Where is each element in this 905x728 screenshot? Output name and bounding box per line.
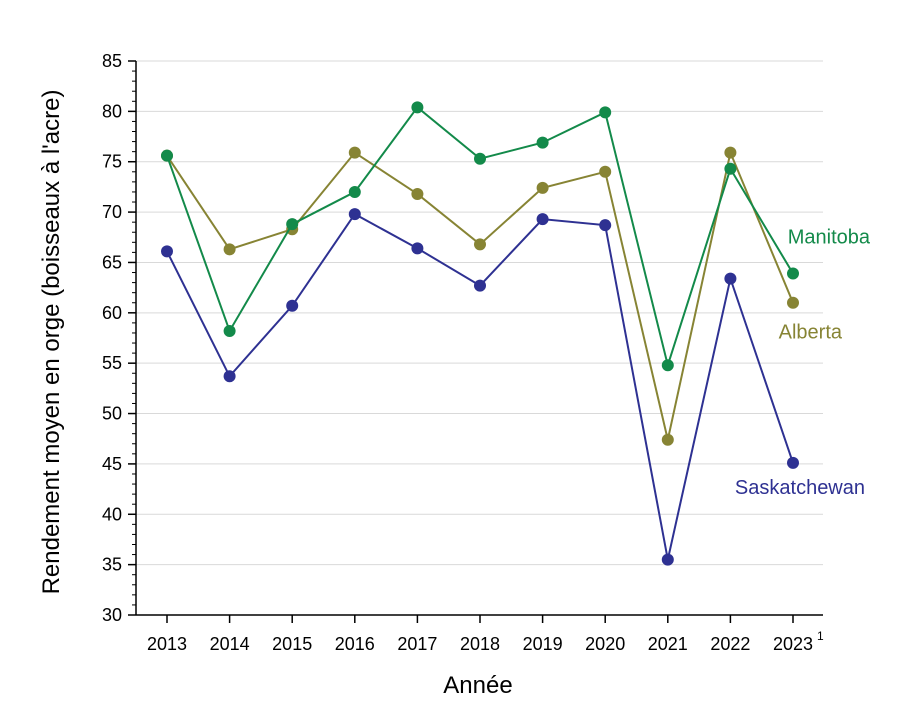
x-tick-label-2013: 2013 bbox=[147, 634, 187, 654]
data-point-alberta-2014 bbox=[223, 243, 236, 256]
x-tick-label-2017: 2017 bbox=[397, 634, 437, 654]
data-point-manitoba-2020 bbox=[599, 106, 612, 119]
data-point-manitoba-2022 bbox=[724, 162, 737, 175]
y-tick-label-30: 30 bbox=[102, 605, 122, 625]
x-tick-footnote: 1 bbox=[817, 629, 824, 643]
x-tick-label-2023: 2023 bbox=[773, 634, 813, 654]
tick-labels: 30 35 40 45 50 55 60 65 70 75 80 85 2013 2014 2015 2016… bbox=[102, 51, 824, 654]
x-tick-label-2018: 2018 bbox=[460, 634, 500, 654]
data-point-saskatchewan-2023 bbox=[787, 456, 799, 469]
data-point-saskatchewan-2018 bbox=[474, 279, 486, 292]
y-axis-title: Rendement moyen en orge (boisseaux à l'a… bbox=[38, 90, 65, 595]
data-point-manitoba-2018 bbox=[474, 152, 486, 165]
x-tick-label-2019: 2019 bbox=[523, 634, 563, 654]
data-point-saskatchewan-2017 bbox=[411, 242, 424, 255]
data-point-manitoba-2013 bbox=[161, 149, 173, 162]
data-point-saskatchewan-2021 bbox=[661, 553, 674, 566]
data-point-saskatchewan-2019 bbox=[536, 213, 549, 226]
data-point-alberta-2021 bbox=[661, 433, 674, 446]
x-tick-label-2014: 2014 bbox=[210, 634, 250, 654]
y-tick-label-70: 70 bbox=[102, 202, 122, 222]
data-point-manitoba-2021 bbox=[661, 359, 674, 372]
y-tick-label-35: 35 bbox=[102, 555, 122, 575]
data-point-saskatchewan-2020 bbox=[599, 219, 612, 232]
series-layer bbox=[161, 101, 799, 566]
gridlines bbox=[136, 60, 823, 566]
data-point-manitoba-2017 bbox=[411, 101, 424, 114]
y-tick-label-40: 40 bbox=[102, 504, 122, 524]
y-tick-label-60: 60 bbox=[102, 303, 122, 323]
x-tick-label-2016: 2016 bbox=[335, 634, 375, 654]
data-point-saskatchewan-2015 bbox=[286, 299, 299, 312]
data-point-alberta-2023 bbox=[787, 296, 799, 309]
data-point-manitoba-2023 bbox=[787, 267, 799, 280]
y-tick-label-50: 50 bbox=[102, 404, 122, 424]
data-point-alberta-2020 bbox=[599, 165, 612, 178]
data-point-alberta-2016 bbox=[348, 146, 361, 159]
data-point-alberta-2018 bbox=[474, 238, 486, 251]
data-point-saskatchewan-2013 bbox=[161, 245, 173, 258]
series-label-saskatchewan: Saskatchewan bbox=[735, 477, 865, 499]
y-tick-label-65: 65 bbox=[102, 252, 122, 272]
x-tick-label-2020: 2020 bbox=[585, 634, 625, 654]
series-line-alberta bbox=[166, 149, 794, 440]
axes bbox=[128, 60, 823, 623]
y-tick-label-80: 80 bbox=[102, 101, 122, 121]
series-line-manitoba bbox=[166, 105, 794, 369]
y-tick-label-75: 75 bbox=[102, 152, 122, 172]
data-point-alberta-2017 bbox=[411, 187, 424, 200]
data-point-manitoba-2016 bbox=[348, 185, 361, 198]
series-labels: Manitoba Alberta Saskatchewan bbox=[735, 227, 871, 499]
data-point-saskatchewan-2014 bbox=[223, 370, 236, 383]
x-tick-label-2022: 2022 bbox=[710, 634, 750, 654]
y-tick-label-45: 45 bbox=[102, 454, 122, 474]
data-point-manitoba-2014 bbox=[223, 324, 236, 337]
data-point-saskatchewan-2022 bbox=[724, 272, 737, 285]
data-point-manitoba-2015 bbox=[286, 218, 299, 231]
series-label-alberta: Alberta bbox=[779, 322, 843, 344]
x-tick-label-2021: 2021 bbox=[648, 634, 688, 654]
data-point-manitoba-2019 bbox=[536, 136, 549, 149]
x-axis-title: Année bbox=[443, 672, 512, 699]
data-point-alberta-2019 bbox=[536, 181, 549, 194]
data-point-saskatchewan-2016 bbox=[348, 208, 361, 221]
data-point-alberta-2022 bbox=[724, 146, 737, 159]
series-label-manitoba: Manitoba bbox=[788, 227, 871, 249]
x-tick-label-2015: 2015 bbox=[272, 634, 312, 654]
y-tick-label-55: 55 bbox=[102, 353, 122, 373]
y-tick-label-85: 85 bbox=[102, 51, 122, 71]
